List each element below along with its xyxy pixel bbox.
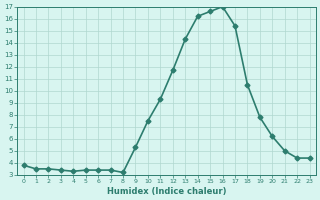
X-axis label: Humidex (Indice chaleur): Humidex (Indice chaleur) bbox=[107, 187, 226, 196]
